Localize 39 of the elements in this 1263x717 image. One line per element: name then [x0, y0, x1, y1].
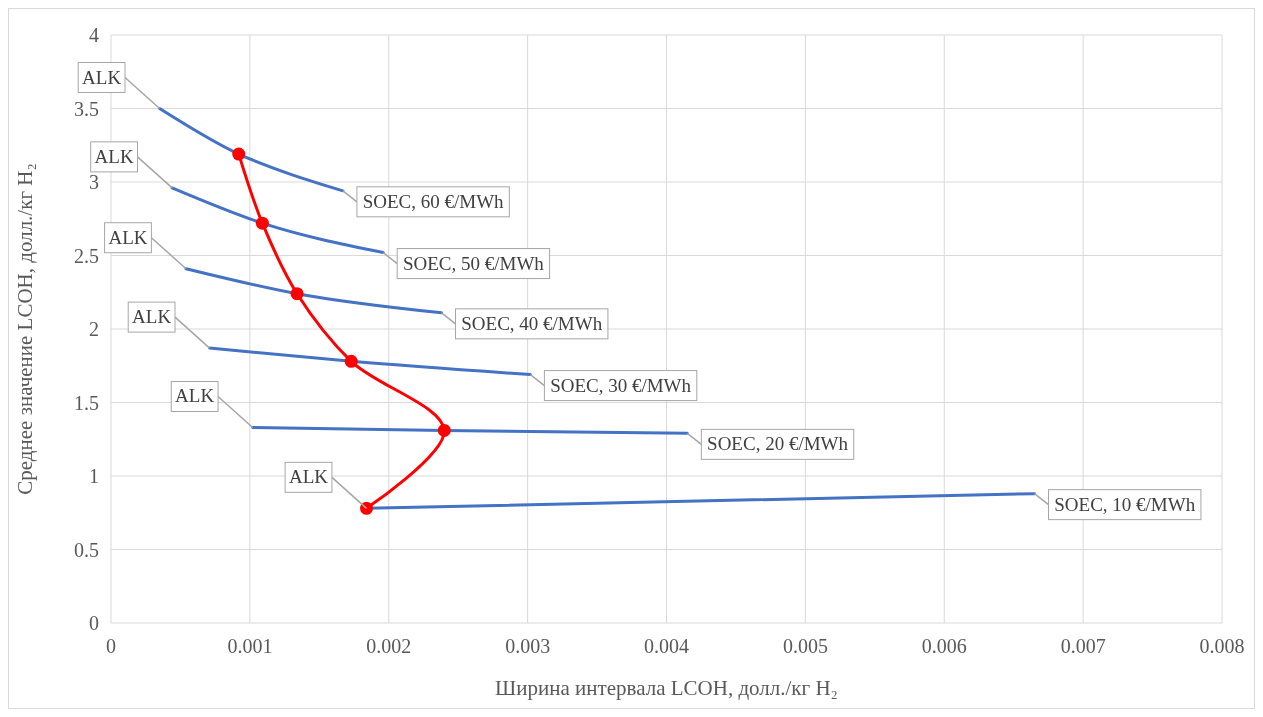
- x-tick-label: 0.003: [505, 635, 551, 657]
- annotation: SOEC, 60 €/MWh: [362, 190, 505, 212]
- x-tick-label: 0.004: [644, 635, 689, 657]
- annotation: ALK: [289, 466, 329, 488]
- annotation: ALK: [175, 385, 215, 407]
- x-tick-label: 0.006: [921, 635, 967, 657]
- x-tick-label: 0.008: [1199, 635, 1245, 657]
- x-axis-title: Ширина интервала LCOH, долл./кг H₂: [495, 676, 838, 700]
- line-series: [158, 107, 345, 193]
- point: [290, 287, 304, 301]
- x-tick-label: 0.005: [782, 635, 828, 657]
- y-tick-label: 2.5: [74, 244, 99, 267]
- annotation: SOEC, 50 €/MWh: [402, 252, 545, 274]
- y-tick-label: 0.5: [74, 538, 99, 561]
- x-tick-label: 0: [106, 635, 116, 657]
- y-tick-label: 3: [89, 171, 99, 193]
- annotation: ALK: [82, 66, 122, 88]
- x-tick-label: 0.007: [1060, 635, 1106, 657]
- y-tick-label: 4: [89, 24, 99, 46]
- annotation: ALK: [132, 306, 172, 328]
- annotation: ALK: [108, 226, 148, 248]
- annotation: SOEC, 10 €/MWh: [1054, 493, 1196, 515]
- y-tick-label: 1: [89, 465, 99, 487]
- y-axis-title: Среднее значение LCOH, долл./кг H₂: [13, 163, 37, 495]
- annotation: SOEC, 20 €/MWh: [707, 433, 849, 455]
- annotation: SOEC, 40 €/MWh: [461, 312, 603, 334]
- point: [360, 501, 374, 515]
- y-tick-label: 0: [89, 612, 99, 634]
- annotation: SOEC, 30 €/MWh: [550, 374, 692, 396]
- x-tick-label: 0.002: [366, 635, 412, 657]
- y-tick-label: 2: [89, 318, 99, 340]
- point: [232, 147, 246, 161]
- y-tick-label: 3.5: [74, 97, 99, 120]
- point: [437, 423, 451, 437]
- annotation: ALK: [94, 145, 134, 167]
- point: [344, 354, 358, 368]
- point: [255, 216, 269, 230]
- x-tick-label: 0.001: [227, 635, 273, 657]
- y-tick-label: 1.5: [74, 391, 99, 414]
